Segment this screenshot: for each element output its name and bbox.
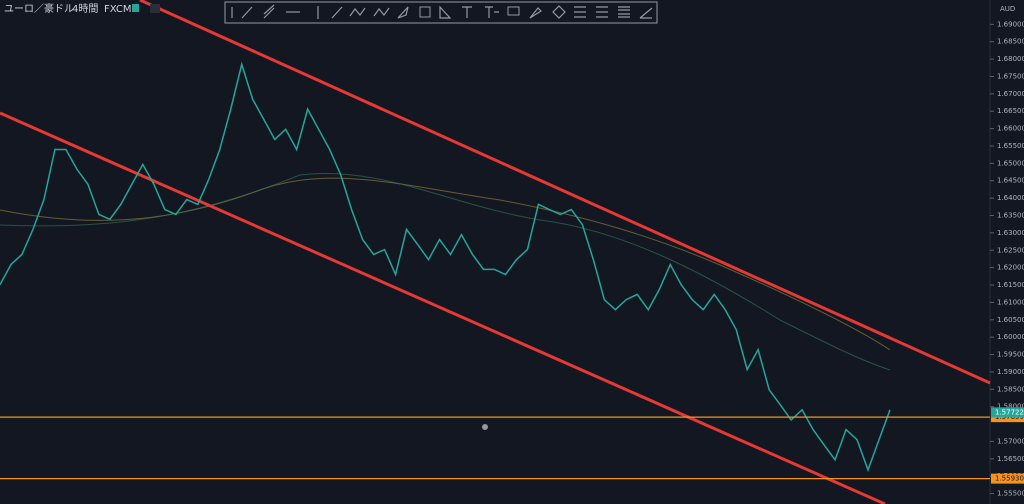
tool-rect[interactable] <box>419 6 431 18</box>
y-tick-label: 1.65000 <box>997 159 1024 167</box>
y-tick-label: 1.62000 <box>997 264 1024 272</box>
y-tick-label: 1.63000 <box>997 229 1024 237</box>
y-tick-label: 1.59000 <box>997 368 1024 376</box>
cursor-icon <box>482 424 488 430</box>
y-tick-label: 1.67000 <box>997 90 1024 98</box>
y-tick-label: 1.57000 <box>997 437 1024 445</box>
price-line <box>0 61 891 473</box>
toolbar-bg <box>224 1 658 24</box>
y-tick-label: 1.61500 <box>997 281 1024 289</box>
y-tick-label: 1.66000 <box>997 125 1024 133</box>
timeframe: 4時間 <box>72 3 98 15</box>
currency: AUD <box>1000 5 1015 13</box>
collapse-button[interactable] <box>150 4 160 13</box>
level-label: 1.55930 <box>995 475 1024 483</box>
tool-triangle[interactable] <box>439 5 452 19</box>
tool-trendline[interactable] <box>241 6 253 19</box>
y-tick-label: 1.66500 <box>997 107 1024 115</box>
level-tag <box>991 473 1024 484</box>
y-tick-label: 1.68000 <box>997 55 1024 63</box>
y-tick-label: 1.56500 <box>997 455 1024 463</box>
y-tick-label: 1.63500 <box>997 212 1024 220</box>
price-tag <box>991 407 1024 418</box>
tool-ray[interactable] <box>331 6 343 19</box>
y-tick-label: 1.64500 <box>997 177 1024 185</box>
tool-path[interactable] <box>349 7 366 17</box>
tool-pattern[interactable] <box>373 7 390 17</box>
tool-text[interactable] <box>462 6 472 18</box>
current-price-label: 1.57722 <box>995 408 1024 416</box>
y-tick-label: 1.64000 <box>997 194 1024 202</box>
moving-average <box>0 172 891 371</box>
y-tick-label: 1.69000 <box>997 20 1024 28</box>
y-tick-label: 1.65500 <box>997 142 1024 150</box>
y-tick-label: 1.58000 <box>997 403 1024 411</box>
tool-gann[interactable] <box>596 6 608 18</box>
tool-levels[interactable] <box>618 6 630 18</box>
tool-diamond[interactable] <box>552 5 566 19</box>
y-tick-label: 1.62500 <box>997 246 1024 254</box>
y-tick-label: 1.60500 <box>997 316 1024 324</box>
tool-channel[interactable] <box>263 4 275 19</box>
plot <box>0 61 891 473</box>
status-icon <box>132 4 139 12</box>
y-tick-label: 1.60000 <box>997 333 1024 341</box>
y-tick-label: 1.58500 <box>997 385 1024 393</box>
toolbar <box>224 1 658 24</box>
y-tick-label: 1.68500 <box>997 38 1024 46</box>
tool-fan[interactable] <box>639 7 653 19</box>
tool-brush[interactable] <box>397 6 409 19</box>
tool-fib[interactable] <box>574 6 586 18</box>
broker: FXCM <box>104 4 132 15</box>
y-tick-label: 1.61000 <box>997 298 1024 306</box>
tool-pin[interactable] <box>529 7 542 19</box>
y-tick-label: 1.55500 <box>997 490 1024 498</box>
tool-label[interactable] <box>485 6 499 18</box>
trendline <box>0 111 886 504</box>
y-tick-label: 1.59500 <box>997 351 1024 359</box>
tool-callout[interactable] <box>507 6 520 16</box>
y-tick-label: 1.67500 <box>997 72 1024 80</box>
symbol: ユーロ／豪ドル <box>4 2 74 15</box>
trendline <box>139 0 991 385</box>
